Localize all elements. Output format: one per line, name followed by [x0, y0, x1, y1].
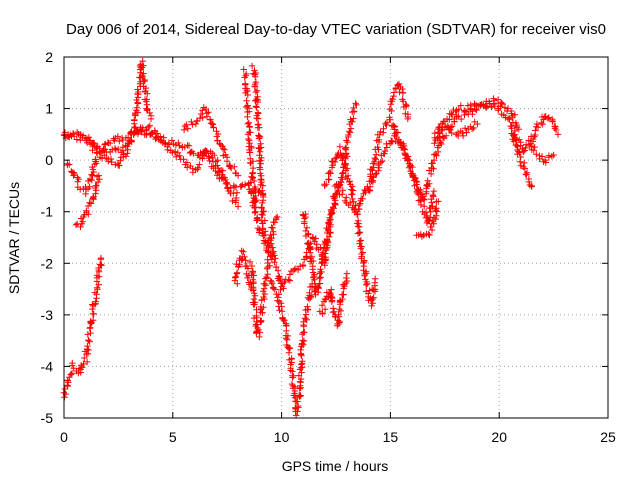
- x-tick-label: 0: [60, 429, 68, 445]
- gridlines: [64, 57, 608, 418]
- plus-markers: [60, 57, 562, 419]
- x-tick-label: 10: [274, 429, 290, 445]
- y-tick-label: -4: [41, 358, 54, 374]
- x-tick-label: 20: [491, 429, 507, 445]
- x-tick-label: 5: [169, 429, 177, 445]
- data-points: [60, 57, 562, 419]
- x-tick-label: 15: [383, 429, 399, 445]
- x-tick-label: 25: [600, 429, 616, 445]
- chart-title: Day 006 of 2014, Sidereal Day-to-day VTE…: [66, 21, 606, 38]
- x-axis-label: GPS time / hours: [282, 458, 389, 474]
- y-tick-label: -1: [41, 204, 54, 220]
- y-tick-label: -2: [41, 255, 54, 271]
- y-tick-label: -3: [41, 307, 54, 323]
- y-tick-label: 1: [45, 101, 53, 117]
- y-axis-label: SDTVAR / TECUs: [6, 182, 22, 294]
- y-tick-label: 2: [45, 49, 53, 65]
- y-tick-label: 0: [45, 152, 53, 168]
- series-sdtvar: [60, 57, 562, 419]
- plot-frame: [63, 56, 609, 419]
- y-tick-label: -5: [41, 410, 54, 426]
